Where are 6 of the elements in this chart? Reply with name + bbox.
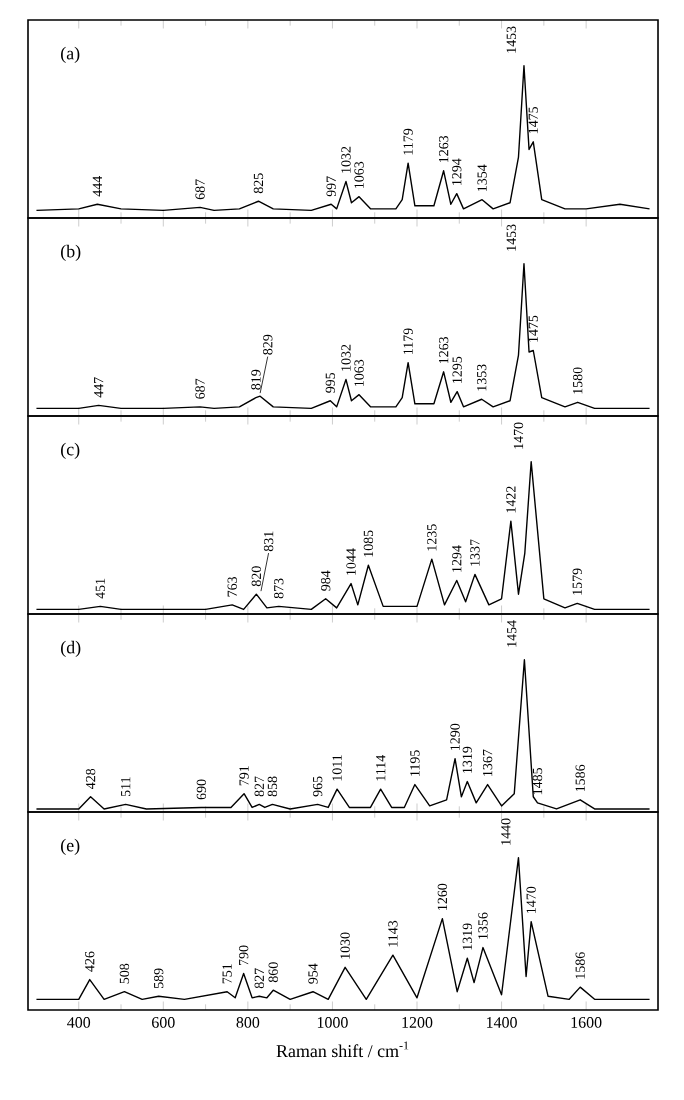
x-axis-title: Raman shift / cm$^{-1}$ xyxy=(276,1041,409,1058)
chart-title: (b) xyxy=(61,244,81,262)
chart-title: (c) xyxy=(61,442,80,460)
chart-title: (a) xyxy=(61,46,80,64)
chart-title: (d) xyxy=(61,640,81,658)
chart-title: (e) xyxy=(61,838,80,856)
